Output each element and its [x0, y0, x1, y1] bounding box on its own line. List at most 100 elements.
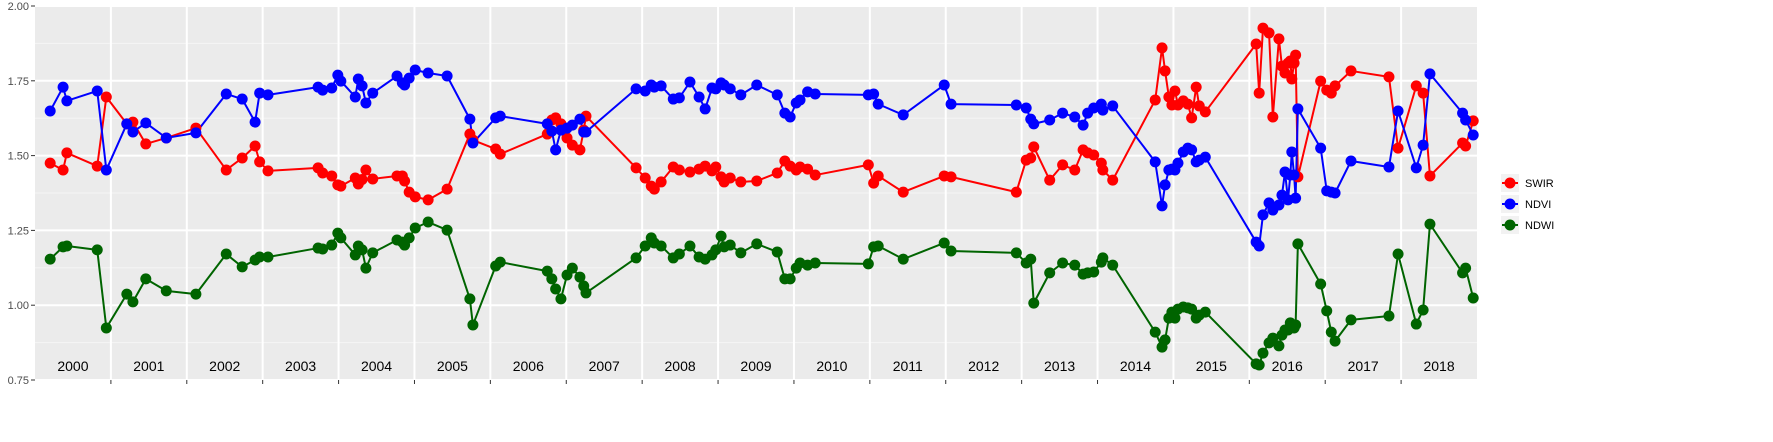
data-point: [897, 186, 909, 198]
data-point: [367, 87, 379, 99]
data-point: [809, 257, 821, 269]
data-point: [326, 82, 338, 94]
data-point: [1253, 359, 1265, 371]
data-point: [580, 126, 592, 138]
data-point: [784, 111, 796, 123]
data-point: [684, 166, 696, 178]
labels: 0.75 1.00 1.25 1.50 1.75 2.00 2000 2001 2002 2003…: [8, 1, 1455, 387]
data-point: [566, 119, 578, 131]
data-point: [1424, 170, 1436, 182]
data-point: [1088, 266, 1100, 278]
data-point: [655, 240, 667, 252]
data-point: [1057, 159, 1069, 171]
data-point: [441, 224, 453, 236]
data-point: [630, 83, 642, 95]
data-point: [91, 160, 103, 172]
data-point: [1321, 305, 1333, 317]
data-point: [236, 152, 248, 164]
data-point: [1273, 33, 1285, 45]
data-point: [61, 147, 73, 159]
data-point: [550, 283, 562, 295]
data-point: [1097, 252, 1109, 264]
data-point: [1190, 81, 1202, 93]
legend-label: SWIR: [1525, 178, 1554, 190]
data-point: [422, 216, 434, 228]
data-point: [127, 126, 139, 138]
data-point: [945, 98, 957, 110]
legend-marker: [1504, 219, 1516, 231]
data-point: [1329, 187, 1341, 199]
data-point: [360, 97, 372, 109]
data-point: [1069, 259, 1081, 271]
legend-label: NDWI: [1525, 220, 1554, 232]
data-point: [1025, 152, 1037, 164]
data-point: [1149, 94, 1161, 106]
data-point: [693, 91, 705, 103]
data-point: [1107, 174, 1119, 186]
data-point: [1028, 297, 1040, 309]
data-point: [1292, 238, 1304, 250]
data-point: [1156, 42, 1168, 54]
data-point: [44, 253, 56, 265]
data-point: [1267, 111, 1279, 123]
data-point: [1025, 253, 1037, 265]
data-point: [751, 175, 763, 187]
data-point: [945, 171, 957, 183]
data-point: [399, 175, 411, 187]
data-point: [1417, 139, 1429, 151]
data-point: [1315, 75, 1327, 87]
data-point: [639, 240, 651, 252]
data-point: [1069, 111, 1081, 123]
data-point: [684, 240, 696, 252]
data-point: [220, 248, 232, 260]
data-point: [1159, 179, 1171, 191]
data-point: [1315, 278, 1327, 290]
data-point: [809, 169, 821, 181]
data-point: [335, 75, 347, 87]
data-point: [1410, 318, 1422, 330]
data-point: [467, 319, 479, 331]
data-point: [220, 164, 232, 176]
data-point: [1325, 326, 1337, 338]
data-point: [546, 125, 558, 137]
data-point: [735, 247, 747, 259]
data-point: [1020, 102, 1032, 114]
year-label: 2002: [209, 358, 240, 374]
data-point: [1410, 80, 1422, 92]
data-point: [236, 261, 248, 273]
y-tick-label: 1.75: [8, 76, 29, 88]
data-point: [1345, 155, 1357, 167]
data-point: [140, 117, 152, 129]
data-point: [1392, 142, 1404, 154]
year-label: 2009: [740, 358, 771, 374]
data-point: [1417, 87, 1429, 99]
y-tick-label: 1.25: [8, 225, 29, 237]
data-point: [1044, 174, 1056, 186]
data-point: [1159, 334, 1171, 346]
data-point: [467, 137, 479, 149]
year-label: 2004: [361, 358, 392, 374]
data-point: [190, 127, 202, 139]
data-point: [1417, 304, 1429, 316]
data-point: [1286, 73, 1298, 85]
data-point: [655, 80, 667, 92]
data-point: [1257, 209, 1269, 221]
data-point: [1329, 335, 1341, 347]
data-point: [57, 164, 69, 176]
data-point: [1345, 314, 1357, 326]
data-point: [1077, 119, 1089, 131]
data-point: [1392, 248, 1404, 260]
data-point: [724, 239, 736, 251]
data-point: [1467, 129, 1479, 141]
data-point: [1182, 98, 1194, 110]
y-tick-label: 2.00: [8, 1, 29, 13]
data-point: [121, 118, 133, 130]
data-point: [1253, 240, 1265, 252]
data-point: [57, 81, 69, 93]
year-label: 2013: [1044, 358, 1075, 374]
data-point: [326, 170, 338, 182]
data-point: [1172, 157, 1184, 169]
data-point: [1044, 114, 1056, 126]
